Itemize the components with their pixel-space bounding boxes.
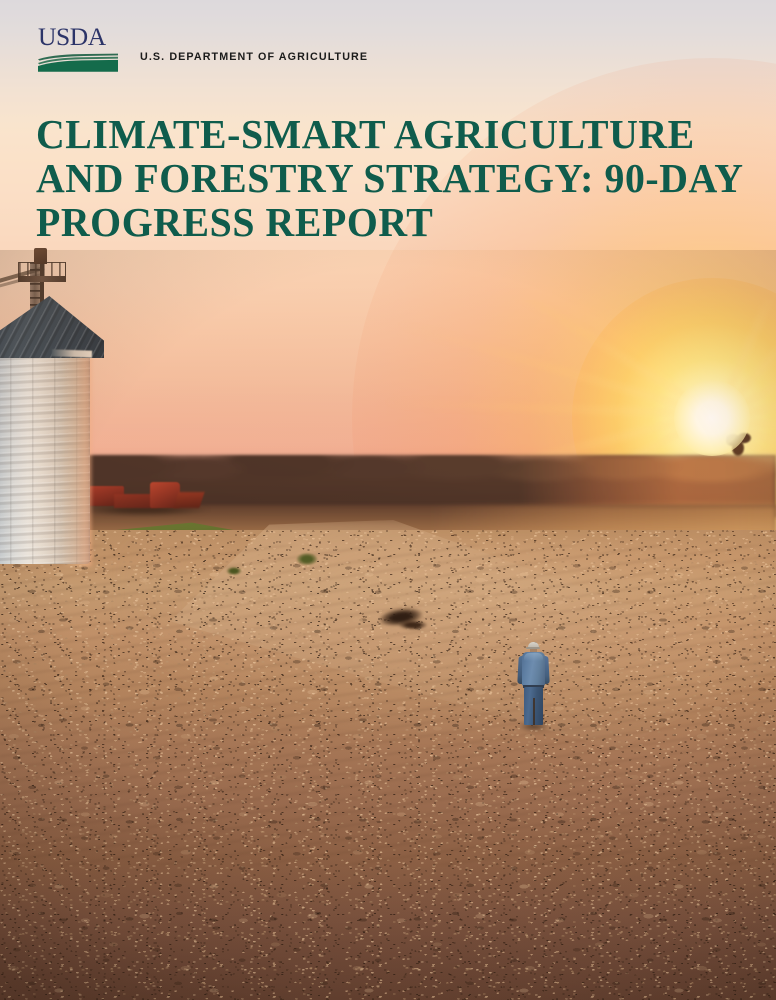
title-line-3: PROGRESS REPORT bbox=[36, 199, 434, 245]
title-line-1: CLIMATE-SMART AGRICULTURE bbox=[36, 111, 695, 157]
residue-texture-fine bbox=[0, 530, 776, 1000]
title-line-2: AND FORESTRY STRATEGY: 90-DAY bbox=[36, 155, 744, 201]
equipment-attachment bbox=[173, 492, 205, 508]
farmer-cap-brim bbox=[526, 647, 540, 650]
usda-field-furrow-logo bbox=[38, 51, 118, 72]
residue-texture-coarse bbox=[0, 560, 776, 1000]
farmer-neck bbox=[530, 649, 537, 653]
farmer-belt bbox=[523, 685, 544, 688]
department-name: U.S. DEPARTMENT OF AGRICULTURE bbox=[140, 50, 369, 63]
grain-silo bbox=[0, 248, 104, 566]
silo-eave bbox=[51, 349, 93, 358]
field-edge-bush bbox=[296, 552, 318, 565]
farmer-cap bbox=[528, 642, 539, 649]
usda-logo-lockup: USDA U.S. DEPARTMENT OF AGRICULTURE bbox=[38, 24, 380, 72]
usda-logo: USDA bbox=[38, 24, 118, 72]
farm-equipment bbox=[78, 478, 210, 522]
ridge-tree-silhouette bbox=[726, 432, 752, 458]
silo-platform bbox=[18, 276, 66, 282]
field-edge-bush-small bbox=[226, 566, 242, 575]
silo-platform-railing bbox=[18, 262, 66, 276]
silo-mast bbox=[40, 248, 44, 354]
page-title: CLIMATE-SMART AGRICULTURE AND FORESTRY S… bbox=[36, 112, 748, 244]
farmer-shadow bbox=[518, 722, 550, 731]
farmer-leg-separation bbox=[532, 698, 535, 725]
silo-rim-light bbox=[60, 342, 92, 566]
usda-wordmark: USDA bbox=[38, 22, 106, 51]
tillage-lines bbox=[0, 545, 776, 865]
auger-head-housing bbox=[34, 248, 47, 264]
residue-clump-small bbox=[398, 620, 428, 630]
equipment-body-mid bbox=[114, 494, 158, 508]
farmer-figure bbox=[516, 642, 550, 731]
farmer-shoulder-highlight bbox=[524, 653, 543, 661]
cover-header: USDA U.S. DEPARTMENT OF AGRICULTURE CLIM… bbox=[0, 0, 776, 258]
